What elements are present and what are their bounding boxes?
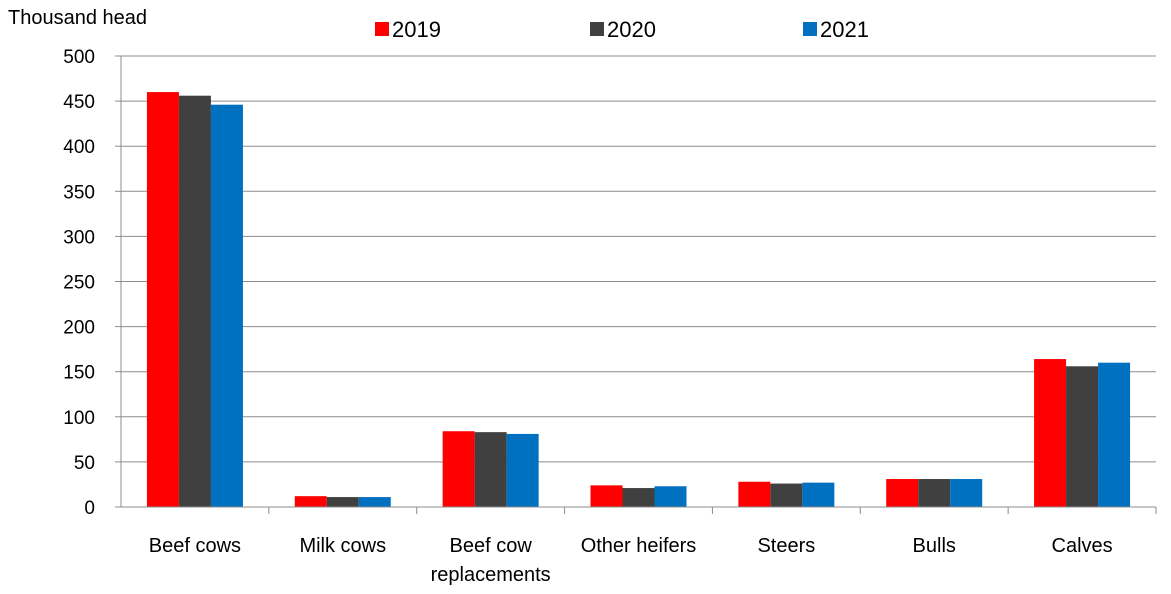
y-tick-label: 150 (63, 363, 95, 384)
bar (294, 496, 327, 507)
bar (654, 486, 687, 507)
bar (886, 479, 919, 507)
x-tick-label: Milk cows (299, 535, 386, 557)
bar (1066, 366, 1099, 507)
y-tick-label: 400 (63, 137, 95, 158)
bar (590, 485, 623, 507)
y-axis-label: Thousand head (8, 7, 147, 29)
bar (506, 433, 539, 507)
legend-swatch (375, 22, 389, 36)
bar (146, 92, 179, 507)
y-tick-label: 0 (84, 498, 95, 519)
bars (146, 92, 1131, 508)
bar (738, 481, 771, 507)
bar (1098, 362, 1131, 507)
bar (950, 479, 983, 507)
y-tick-label: 350 (63, 182, 95, 203)
y-tick-label: 100 (63, 408, 95, 429)
axes (120, 56, 1156, 508)
legend-label: 2020 (607, 17, 656, 42)
y-tick-label: 450 (63, 92, 95, 113)
bar (622, 488, 655, 507)
y-tick-label: 50 (74, 453, 95, 474)
y-tick-label: 250 (63, 273, 95, 294)
legend: 2019 2020 2021 (375, 17, 869, 42)
bar (358, 497, 391, 507)
x-tick-label: Steers (757, 535, 815, 557)
x-tick-label: Other heifers (581, 535, 697, 557)
x-tick-label: Beef cow replacements (431, 535, 551, 586)
x-tick-label: Calves (1052, 535, 1113, 557)
x-tick-labels: Beef cows Milk cows Beef cow replacements Ot… (149, 535, 1113, 586)
gridlines (115, 55, 1157, 514)
bar (210, 104, 243, 507)
legend-label: 2019 (392, 17, 441, 42)
bar (1034, 359, 1067, 507)
bar (802, 482, 835, 507)
bar (178, 95, 211, 508)
y-tick-labels: 0 50 100 150 200 250 300 350 400 450 500 (63, 47, 95, 519)
y-tick-label: 500 (63, 47, 95, 68)
bar (442, 431, 475, 507)
legend-swatch (590, 22, 604, 36)
x-tick-label: Bulls (913, 535, 956, 557)
legend-swatch (803, 22, 817, 36)
legend-label: 2021 (820, 17, 869, 42)
bar (474, 432, 507, 507)
bar (326, 497, 359, 507)
y-tick-label: 200 (63, 318, 95, 339)
x-tick-label: Beef cows (149, 535, 241, 557)
bar (918, 479, 951, 507)
y-tick-label: 300 (63, 227, 95, 248)
bar (770, 483, 803, 507)
